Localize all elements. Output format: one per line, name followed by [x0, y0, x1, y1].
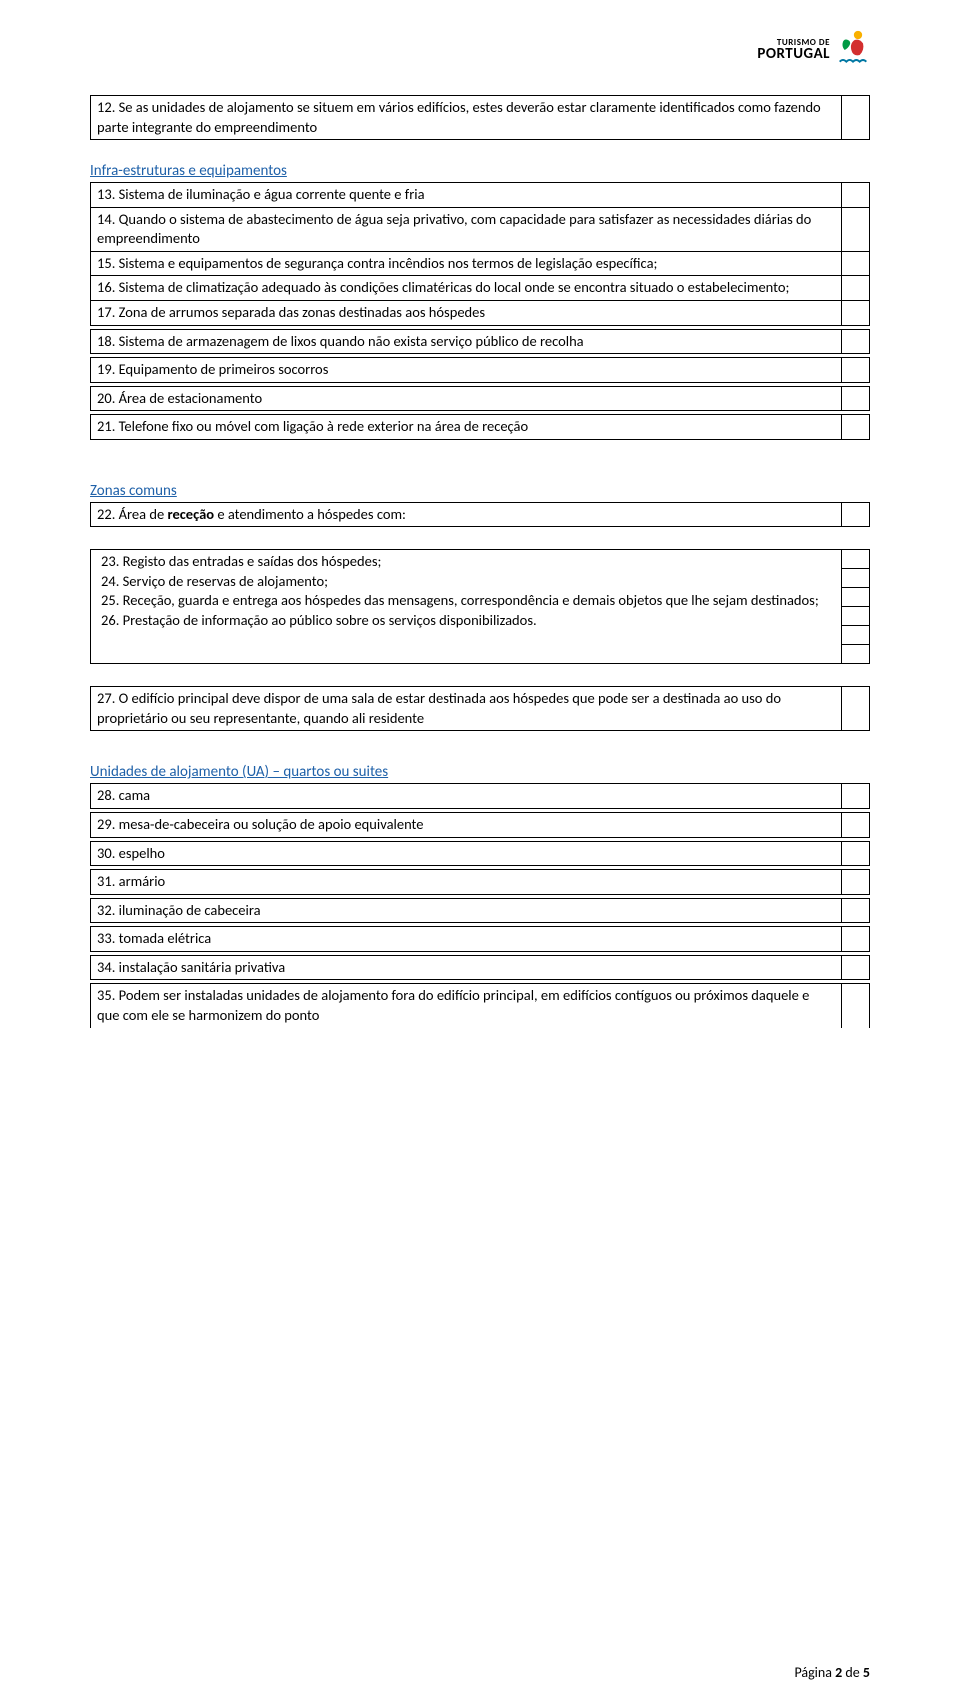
text-prefix: 22. Área de [97, 505, 167, 523]
table-row: 19. Equipamento de primeiros socorros [91, 358, 870, 383]
cell-check [842, 276, 870, 301]
cell-check [842, 984, 870, 1028]
cell-text: 31. armário [91, 870, 842, 895]
section-title-zonas: Zonas comuns [90, 482, 870, 500]
portugal-icon [836, 30, 870, 70]
table-row: 28. cama [91, 784, 870, 809]
cell-text: 33. tomada elétrica [91, 927, 842, 952]
cell-text: 14. Quando o sistema de abastecimento de… [91, 207, 842, 251]
table-row: 12. Se as unidades de alojamento se situ… [91, 96, 870, 140]
cell-text: 27. O edifício principal deve dispor de … [91, 687, 842, 731]
cell-check [842, 415, 870, 440]
table-item-12: 12. Se as unidades de alojamento se situ… [90, 95, 870, 140]
cell-check [842, 813, 870, 838]
cell-check [842, 626, 870, 645]
cell-text: 18. Sistema de armazenagem de lixos quan… [91, 329, 842, 354]
section-title-infra: Infra-estruturas e equipamentos [90, 162, 870, 180]
cell-text: 16. Sistema de climatização adequado às … [91, 276, 842, 301]
table-row: 13. Sistema de iluminação e água corrent… [91, 183, 870, 208]
cell-check [842, 329, 870, 354]
table-row: 33. tomada elétrica [91, 927, 870, 952]
table-row: 18. Sistema de armazenagem de lixos quan… [91, 329, 870, 354]
cell-check [842, 898, 870, 923]
cell-text: 32. iluminação de cabeceira [91, 898, 842, 923]
table-row: 34. instalação sanitária privativa [91, 955, 870, 980]
sub-item: 24. Serviço de reservas de alojamento; [97, 572, 835, 592]
table-row: 16. Sistema de climatização adequado às … [91, 276, 870, 301]
cell-check [842, 300, 870, 325]
cell-check [842, 183, 870, 208]
text-suffix: e atendimento a hóspedes com: [214, 505, 406, 523]
cell-text: 19. Equipamento de primeiros socorros [91, 358, 842, 383]
footer-prefix: Página [794, 1664, 835, 1681]
table-row: 27. O edifício principal deve dispor de … [91, 687, 870, 731]
table-row: 17. Zona de arrumos separada das zonas d… [91, 300, 870, 325]
cell-check [842, 358, 870, 383]
cell-text: 23. Registo das entradas e saídas dos hó… [91, 550, 842, 664]
table-row: 21. Telefone fixo ou móvel com ligação à… [91, 415, 870, 440]
cell-text: 28. cama [91, 784, 842, 809]
table-zonas-22: 22. Área de receção e atendimento a hósp… [90, 502, 870, 528]
sub-item: 26. Prestação de informação ao público s… [97, 611, 835, 631]
table-row: 15. Sistema e equipamentos de segurança … [91, 251, 870, 276]
cell-text: 21. Telefone fixo ou móvel com ligação à… [91, 415, 842, 440]
cell-text: 29. mesa-de-cabeceira ou solução de apoi… [91, 813, 842, 838]
cell-text: 20. Área de estacionamento [91, 386, 842, 411]
cell-check [842, 386, 870, 411]
cell-text: 15. Sistema e equipamentos de segurança … [91, 251, 842, 276]
footer-mid: de [842, 1664, 863, 1681]
cell-check [842, 927, 870, 952]
cell-check [842, 569, 870, 588]
logo-text: TURISMO DE PORTUGAL [757, 38, 830, 62]
cell-check [842, 687, 870, 731]
cell-text: 35. Podem ser instaladas unidades de alo… [91, 984, 842, 1028]
table-row: 22. Área de receção e atendimento a hósp… [91, 502, 870, 527]
cell-text: 12. Se as unidades de alojamento se situ… [91, 96, 842, 140]
section-title-ua: Unidades de alojamento (UA) – quartos ou… [90, 763, 870, 781]
table-row: 31. armário [91, 870, 870, 895]
cell-text: 30. espelho [91, 841, 842, 866]
page-header: TURISMO DE PORTUGAL [90, 30, 870, 70]
cell-check [842, 870, 870, 895]
cell-check [842, 784, 870, 809]
cell-check [842, 645, 870, 664]
cell-check [842, 96, 870, 140]
logo-line2: PORTUGAL [757, 47, 830, 62]
table-row: 23. Registo das entradas e saídas dos hó… [91, 550, 870, 569]
table-zonas-sub: 23. Registo das entradas e saídas dos hó… [90, 549, 870, 664]
table-row: 29. mesa-de-cabeceira ou solução de apoi… [91, 813, 870, 838]
cell-check [842, 955, 870, 980]
table-row: 20. Área de estacionamento [91, 386, 870, 411]
cell-text: 13. Sistema de iluminação e água corrent… [91, 183, 842, 208]
cell-check [842, 550, 870, 569]
cell-text: 17. Zona de arrumos separada das zonas d… [91, 300, 842, 325]
cell-check [842, 841, 870, 866]
cell-text: 22. Área de receção e atendimento a hósp… [91, 502, 842, 527]
table-row: 14. Quando o sistema de abastecimento de… [91, 207, 870, 251]
cell-check [842, 607, 870, 626]
document-page: TURISMO DE PORTUGAL 12. Se as unidades d… [0, 0, 960, 1706]
table-row: 32. iluminação de cabeceira [91, 898, 870, 923]
cell-text: 34. instalação sanitária privativa [91, 955, 842, 980]
cell-check [842, 588, 870, 607]
text-bold: receção [167, 505, 214, 523]
table-ua: 28. cama 29. mesa-de-cabeceira ou soluçã… [90, 783, 870, 1027]
sub-item: 23. Registo das entradas e saídas dos hó… [97, 552, 835, 572]
page-footer: Página 2 de 5 [794, 1664, 870, 1681]
cell-check [842, 207, 870, 251]
cell-check [842, 502, 870, 527]
table-zonas-27: 27. O edifício principal deve dispor de … [90, 686, 870, 731]
table-infra: 13. Sistema de iluminação e água corrent… [90, 182, 870, 440]
logo: TURISMO DE PORTUGAL [757, 30, 870, 70]
table-row: 30. espelho [91, 841, 870, 866]
cell-check [842, 251, 870, 276]
footer-total: 5 [863, 1664, 870, 1681]
sub-item: 25. Receção, guarda e entrega aos hósped… [97, 591, 835, 611]
table-row: 35. Podem ser instaladas unidades de alo… [91, 984, 870, 1028]
